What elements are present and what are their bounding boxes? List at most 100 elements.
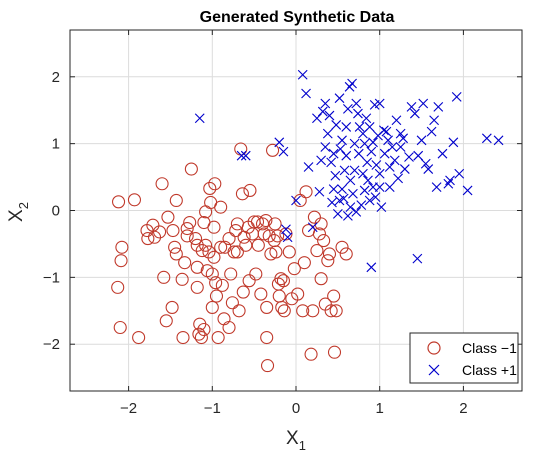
- data-point-class-pos: [374, 168, 385, 179]
- y-tick-label: 0: [52, 203, 60, 220]
- chart-title: Generated Synthetic Data: [200, 9, 395, 26]
- data-point-class-pos: [431, 182, 442, 192]
- legend-box: [409, 332, 519, 384]
- data-point-class-neg: [243, 183, 257, 197]
- data-point-class-pos: [297, 69, 308, 80]
- data-point-class-pos: [381, 126, 392, 137]
- data-point-class-neg: [211, 330, 225, 345]
- data-point-class-neg: [111, 195, 126, 209]
- data-point-class-neg: [275, 300, 289, 314]
- data-point-class-pos: [423, 164, 434, 174]
- data-point-class-neg: [115, 240, 129, 254]
- data-point-class-pos: [335, 144, 346, 154]
- x-tick-label: −2: [120, 400, 137, 417]
- data-point-class-pos: [345, 202, 356, 213]
- data-point-class-pos: [240, 150, 251, 161]
- data-point-class-pos: [413, 150, 424, 161]
- data-point-class-neg: [203, 181, 217, 195]
- data-point-class-neg: [113, 320, 127, 335]
- data-point-class-neg: [282, 245, 296, 259]
- data-point-class-pos: [349, 165, 360, 176]
- data-point-class-pos: [383, 135, 393, 146]
- data-point-class-neg: [236, 285, 250, 299]
- data-point-class-neg: [260, 330, 274, 345]
- series-class-neg-1: [111, 142, 353, 373]
- data-point-class-neg: [260, 359, 275, 373]
- data-point-class-pos: [324, 110, 335, 121]
- x-axis-label: X1: [286, 428, 306, 453]
- data-point-class-pos: [370, 192, 381, 203]
- data-point-class-pos: [341, 150, 352, 161]
- data-point-class-pos: [332, 208, 343, 219]
- y-axis-label-sub: 2: [16, 202, 31, 209]
- data-point-class-neg: [230, 217, 244, 231]
- data-point-class-pos: [317, 106, 328, 117]
- data-point-class-pos: [376, 202, 387, 213]
- data-point-class-pos: [345, 175, 356, 186]
- data-point-class-neg: [209, 289, 224, 303]
- data-point-class-pos: [339, 165, 350, 176]
- data-point-class-pos: [353, 148, 364, 159]
- data-point-class-neg: [324, 304, 338, 318]
- data-point-class-neg: [272, 289, 286, 303]
- data-point-class-pos: [384, 162, 395, 172]
- data-point-class-neg: [111, 280, 125, 294]
- data-point-class-neg: [127, 193, 142, 207]
- data-point-class-pos: [493, 135, 504, 146]
- data-point-class-pos: [354, 122, 365, 132]
- data-point-class-neg: [277, 304, 291, 318]
- legend-marker-class-pos: [428, 364, 440, 376]
- x-tick-label: 1: [376, 400, 384, 417]
- data-point-class-pos: [341, 122, 352, 132]
- data-point-class-neg: [229, 224, 243, 238]
- data-point-class-pos: [303, 162, 314, 172]
- data-point-class-neg: [180, 222, 194, 236]
- data-point-class-pos: [391, 115, 402, 126]
- data-point-class-neg: [339, 247, 353, 261]
- data-point-class-neg: [153, 225, 167, 239]
- data-point-class-pos: [395, 142, 406, 152]
- data-point-class-neg: [183, 215, 197, 230]
- data-point-class-pos: [454, 168, 465, 179]
- data-point-class-pos: [366, 146, 377, 157]
- data-point-class-neg: [239, 238, 253, 252]
- data-point-class-pos: [364, 195, 375, 206]
- data-point-class-neg: [317, 234, 331, 248]
- data-point-class-pos: [334, 93, 345, 104]
- data-point-class-pos: [462, 185, 473, 196]
- y-tick-label: −1: [43, 269, 60, 286]
- legend-label-class-neg: Class −1: [462, 340, 517, 356]
- data-point-class-neg: [175, 272, 189, 286]
- data-point-class-neg: [234, 142, 248, 156]
- data-point-class-pos: [314, 186, 325, 197]
- y-axis-label: X2: [6, 202, 31, 222]
- data-point-class-pos: [327, 197, 337, 208]
- data-point-class-neg: [237, 230, 251, 244]
- data-point-class-pos: [334, 195, 345, 206]
- data-point-class-neg: [310, 244, 324, 258]
- data-point-class-pos: [443, 178, 454, 189]
- data-point-class-neg: [202, 245, 216, 259]
- data-point-class-pos: [351, 98, 362, 109]
- data-point-class-pos: [328, 184, 339, 194]
- data-point-class-pos: [359, 185, 370, 196]
- data-point-class-neg: [314, 217, 328, 231]
- data-point-class-pos: [361, 113, 372, 124]
- data-point-class-neg: [279, 227, 293, 241]
- data-point-class-neg: [180, 229, 194, 243]
- data-point-class-neg: [217, 312, 231, 326]
- y-tick-label: 2: [52, 69, 60, 86]
- data-point-class-neg: [165, 300, 179, 314]
- data-point-class-pos: [307, 222, 318, 233]
- data-point-class-neg: [274, 272, 288, 286]
- data-point-class-pos: [281, 224, 291, 235]
- data-point-class-pos: [343, 103, 353, 114]
- data-point-class-pos: [337, 184, 347, 194]
- data-point-class-neg: [159, 314, 173, 328]
- data-point-class-neg: [155, 177, 169, 191]
- data-point-class-neg: [214, 200, 228, 214]
- data-point-class-pos: [194, 113, 205, 124]
- data-point-class-pos: [374, 182, 385, 192]
- data-point-class-pos: [316, 155, 327, 166]
